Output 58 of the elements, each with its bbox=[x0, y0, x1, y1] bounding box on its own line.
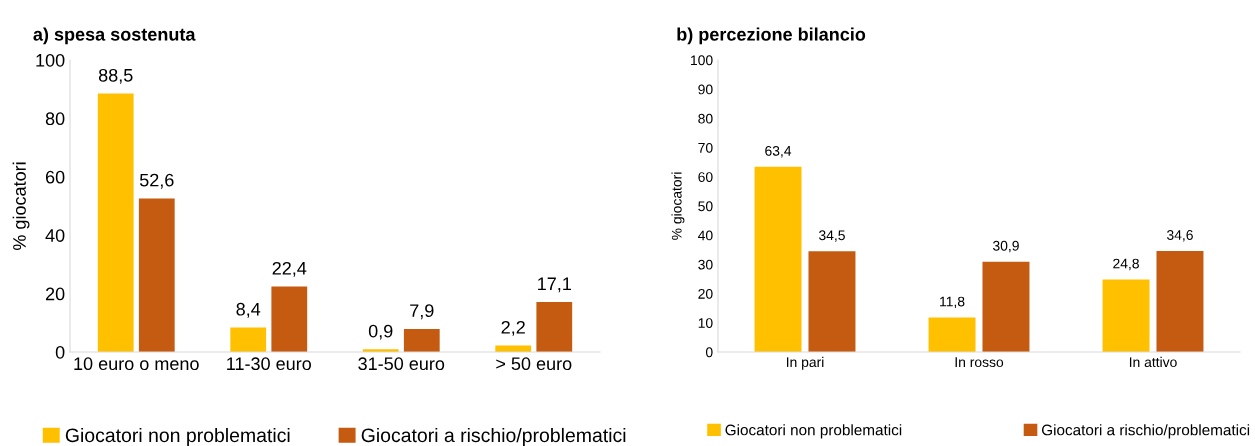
bar bbox=[808, 251, 856, 352]
data-label: 8,4 bbox=[236, 302, 261, 318]
data-label: 34,5 bbox=[818, 230, 845, 242]
y-tick-label: 100 bbox=[36, 53, 65, 67]
data-label: 0,9 bbox=[368, 324, 393, 340]
y-tick-label: 50 bbox=[698, 201, 713, 212]
bar bbox=[271, 286, 308, 352]
y-tick-label: 40 bbox=[698, 230, 713, 241]
x-tick-label: 31-50 euro bbox=[358, 357, 445, 371]
data-label: 2,2 bbox=[501, 320, 525, 336]
bar bbox=[982, 261, 1030, 352]
data-label: 34,6 bbox=[1166, 230, 1193, 242]
bar bbox=[1102, 279, 1150, 352]
data-label: 30,9 bbox=[992, 240, 1019, 253]
chart-title: a) spesa sostenuta bbox=[33, 27, 196, 45]
y-tick-label: 60 bbox=[698, 172, 713, 182]
y-tick-label: 70 bbox=[698, 142, 713, 153]
y-tick-label: 0 bbox=[55, 345, 65, 359]
data-label: 11,8 bbox=[940, 296, 965, 309]
data-label: 17,1 bbox=[538, 277, 571, 293]
y-tick-label: 30 bbox=[698, 259, 713, 270]
bar bbox=[97, 93, 134, 352]
bar bbox=[403, 328, 440, 352]
bar bbox=[536, 302, 573, 352]
y-tick-label: 80 bbox=[45, 112, 65, 126]
y-axis-title: % giocatori bbox=[12, 162, 30, 251]
legend-label: Giocatori non problematici bbox=[65, 427, 290, 446]
y-tick-label: 90 bbox=[698, 84, 713, 95]
chart-title: b) percezione bilancio bbox=[677, 27, 866, 45]
data-label: 88,5 bbox=[98, 68, 133, 84]
data-label: 24,8 bbox=[1113, 258, 1139, 271]
data-label: 22,4 bbox=[272, 261, 307, 277]
y-tick-label: 0 bbox=[705, 347, 713, 358]
y-tick-label: 10 bbox=[698, 318, 713, 328]
legend-label: Giocatori a rischio/problematici bbox=[361, 427, 626, 446]
y-tick-label: 20 bbox=[45, 287, 65, 301]
y-tick-label: 100 bbox=[691, 55, 713, 66]
y-tick-label: 60 bbox=[45, 170, 65, 184]
legend-label: Giocatori non problematici bbox=[725, 424, 902, 439]
y-tick-label: 40 bbox=[45, 229, 65, 242]
x-tick-label: In pari bbox=[786, 356, 824, 370]
data-label: 63,4 bbox=[765, 145, 792, 158]
bar bbox=[754, 166, 802, 352]
data-label: 7,9 bbox=[410, 304, 434, 320]
data-label: 52,6 bbox=[139, 173, 174, 189]
bar bbox=[1156, 250, 1204, 352]
y-axis-title: % giocatori bbox=[671, 172, 685, 240]
bar bbox=[928, 317, 976, 352]
y-tick-label: 80 bbox=[698, 113, 713, 124]
x-tick-label: 11-30 euro bbox=[227, 357, 311, 371]
y-tick-label: 20 bbox=[698, 288, 713, 299]
bar bbox=[230, 327, 267, 352]
x-tick-label: > 50 euro bbox=[496, 357, 572, 371]
x-tick-label: 10 euro o meno bbox=[74, 357, 199, 371]
legend-label: Giocatori a rischio/problematici bbox=[1041, 424, 1250, 439]
x-tick-label: In attivo bbox=[1129, 356, 1177, 368]
bar bbox=[138, 198, 175, 352]
x-tick-label: In rosso bbox=[955, 357, 1004, 368]
